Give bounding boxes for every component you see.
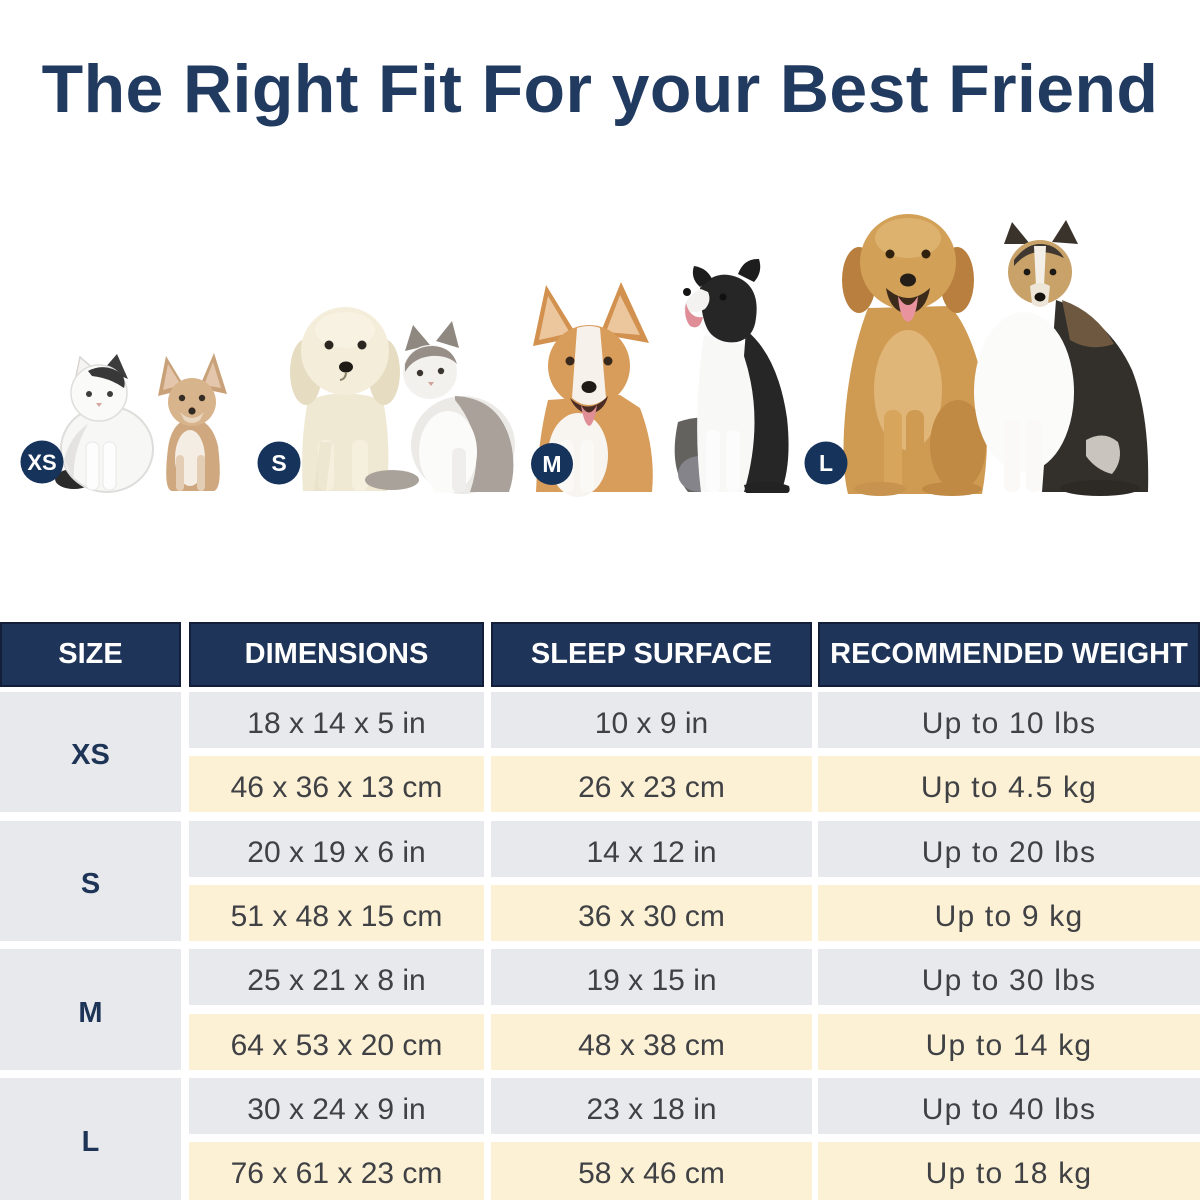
svg-text:M: M (542, 451, 561, 477)
svg-text:XS: XS (27, 450, 56, 475)
svg-text:L: L (819, 450, 833, 476)
svg-text:S: S (271, 450, 286, 476)
